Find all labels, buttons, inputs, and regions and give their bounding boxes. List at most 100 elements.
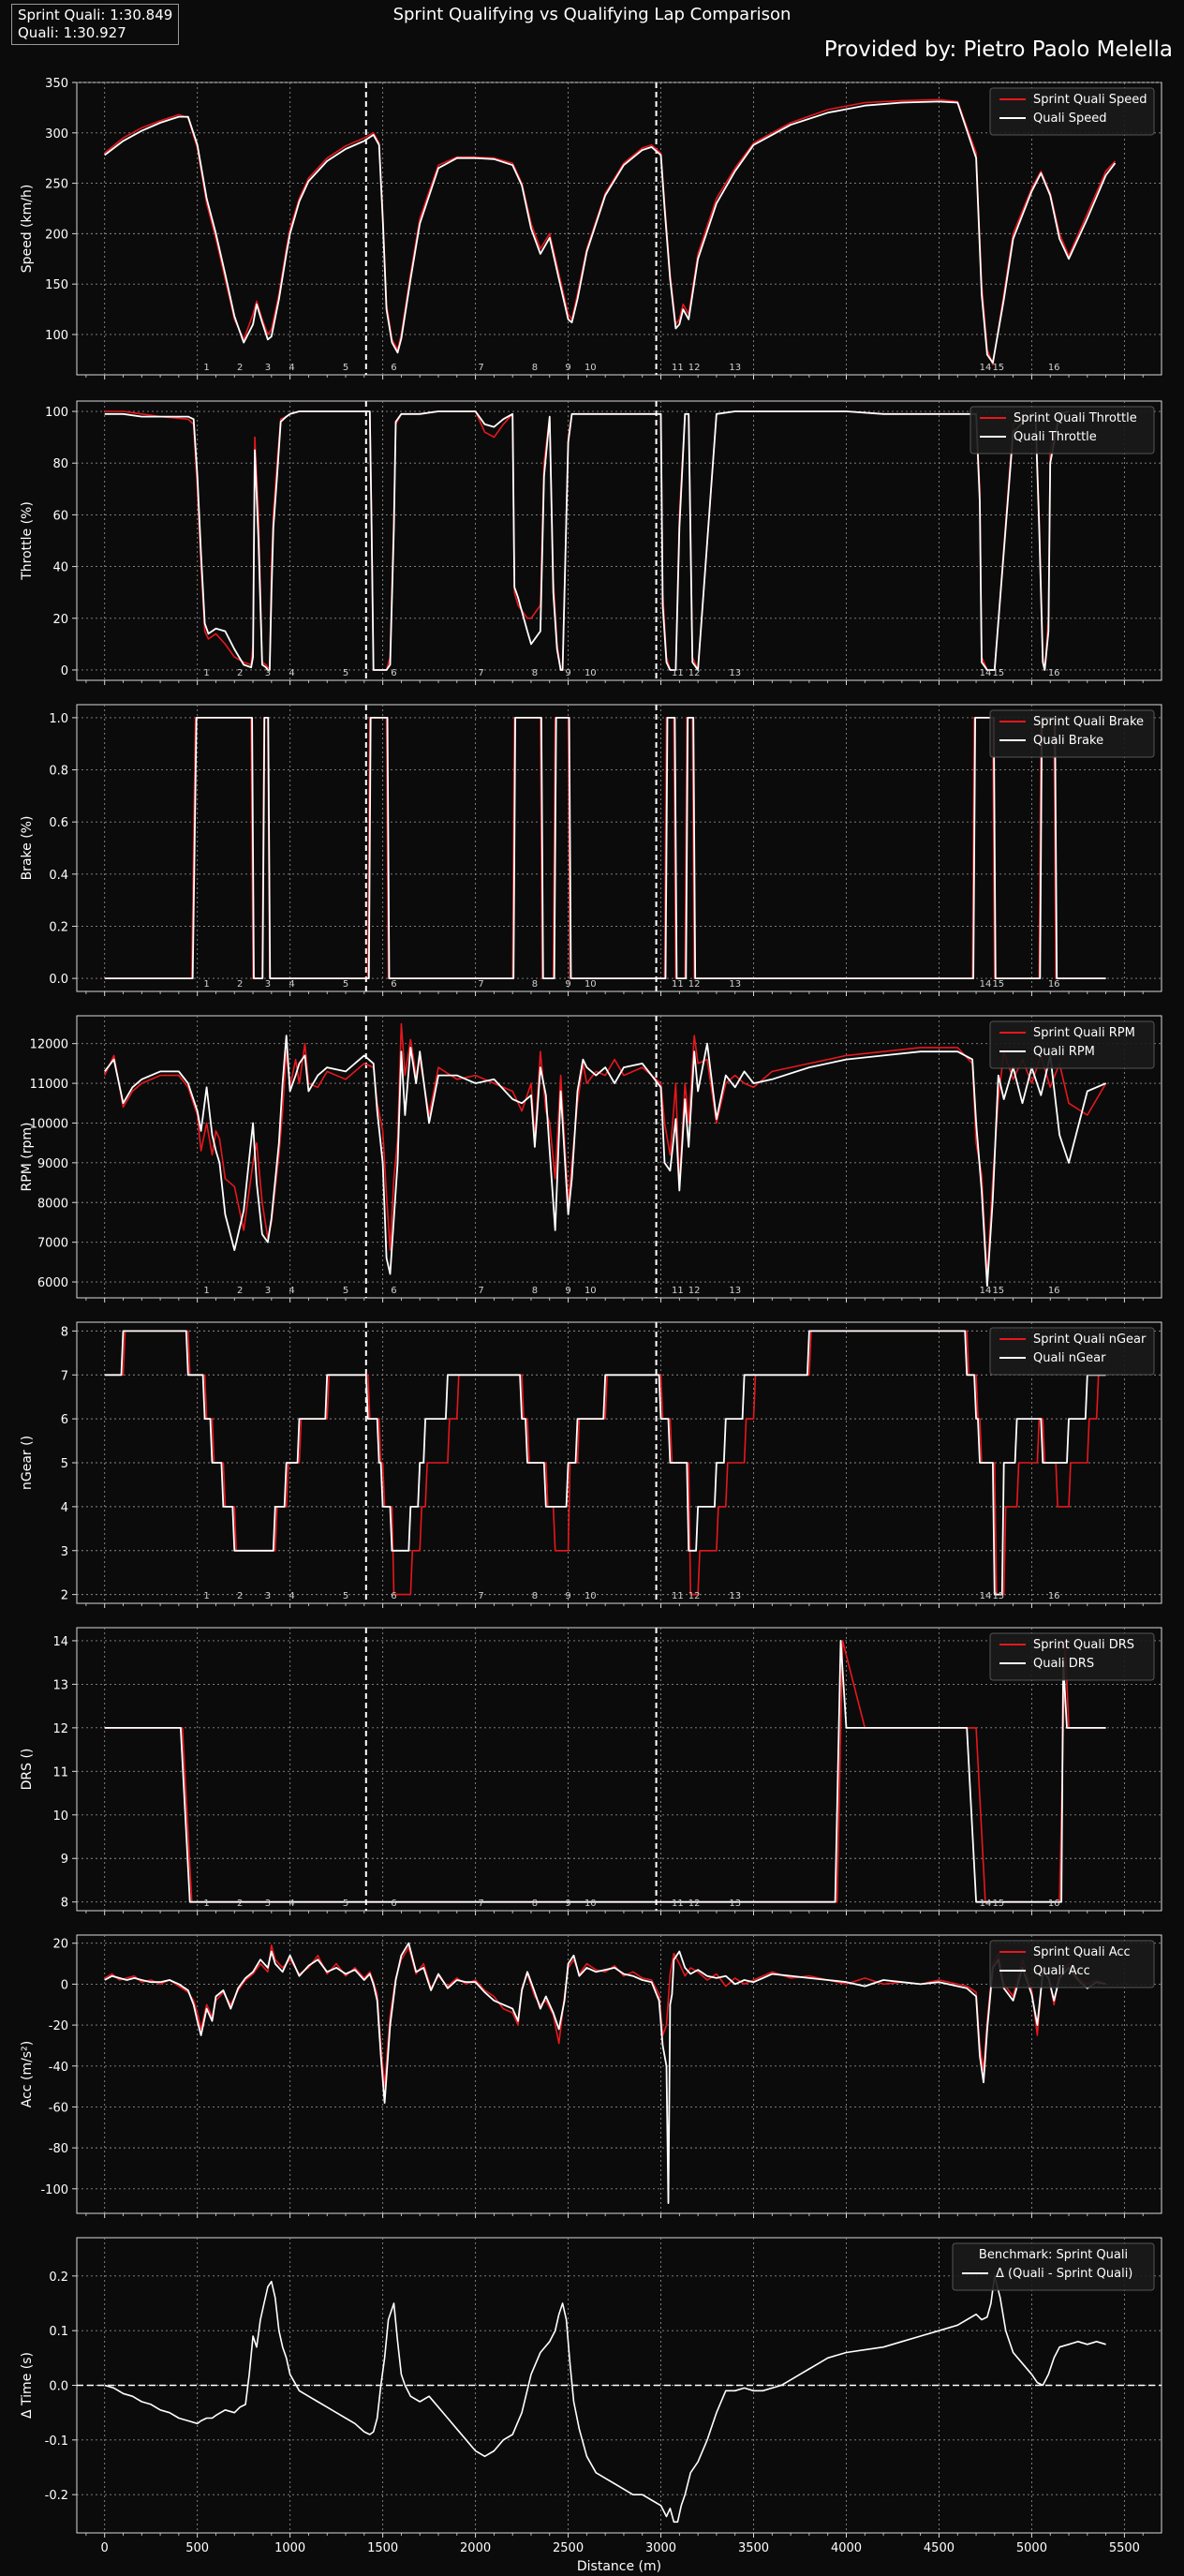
legend: Sprint Quali Throttle Quali Throttle xyxy=(969,406,1155,454)
y-axis-label: DRS () xyxy=(20,1749,35,1791)
corner-label: 16 xyxy=(1048,1591,1060,1601)
corner-label: 6 xyxy=(391,363,396,373)
x-axis-label: Distance (m) xyxy=(577,2559,661,2574)
y-tick-label: 11000 xyxy=(30,1078,68,1092)
corner-label: 7 xyxy=(478,668,483,678)
y-tick-label: 0.6 xyxy=(49,816,68,830)
y-axis-label: Δ Time (s) xyxy=(20,2352,35,2419)
series-line-quali xyxy=(104,410,1070,671)
y-tick-label: 100 xyxy=(45,406,68,420)
corner-label: 4 xyxy=(289,668,294,678)
corner-label: 13 xyxy=(729,1591,741,1601)
corner-label: 9 xyxy=(565,1286,570,1296)
corner-label: 3 xyxy=(265,1286,271,1296)
axes-frame xyxy=(76,1627,1162,1912)
y-tick-label: 150 xyxy=(45,278,68,292)
corner-label: 15 xyxy=(992,363,1004,373)
corner-label: 3 xyxy=(265,1898,271,1909)
corner-label: 4 xyxy=(289,1591,294,1601)
panel-delta: 0 500 1000 1500 2000 2500 3000 3500 4000 4500 5000… xyxy=(20,2237,1162,2574)
y-axis-label: RPM (rpm) xyxy=(20,1123,35,1192)
y-tick-label: 10 xyxy=(52,1809,68,1824)
corner-label: 6 xyxy=(391,668,396,678)
x-tick-label: 0 xyxy=(101,2541,109,2555)
y-axis-label: Acc (m/s²) xyxy=(20,2041,35,2107)
legend-box xyxy=(969,406,1155,454)
legend-entry: Sprint Quali DRS xyxy=(1033,1638,1134,1652)
series-line-quali xyxy=(103,1035,1106,1288)
corner-label: 10 xyxy=(585,979,597,990)
corner-label: 5 xyxy=(343,1898,348,1909)
y-tick-label: -80 xyxy=(49,2142,68,2156)
corner-label: 2 xyxy=(237,1591,243,1601)
lap-times-box: Sprint Quali: 1:30.849 Quali: 1:30.927 xyxy=(11,4,180,45)
corner-label: 6 xyxy=(391,1898,396,1909)
credit-text: Provided by: Pietro Paolo Melella xyxy=(823,37,1173,62)
legend-box xyxy=(989,1940,1155,1988)
x-tick-label: 1500 xyxy=(367,2541,398,2555)
legend-entry: Sprint Quali nGear xyxy=(1033,1333,1147,1347)
corner-label: 14 xyxy=(980,1286,992,1296)
axes-frame xyxy=(76,704,1162,992)
series-line-sprint xyxy=(104,1944,1106,2088)
corner-label: 1 xyxy=(203,1286,209,1296)
corner-label: 9 xyxy=(565,979,570,990)
corner-label: 10 xyxy=(585,1591,597,1601)
y-tick-label: 1.0 xyxy=(49,712,68,726)
x-tick-label: 5000 xyxy=(1016,2541,1047,2555)
x-tick-label: 2500 xyxy=(553,2541,584,2555)
x-tick-label: 500 xyxy=(185,2541,209,2555)
legend-entry: Sprint Quali RPM xyxy=(1033,1026,1135,1040)
y-tick-label: 0.4 xyxy=(49,869,68,883)
corner-label: 14 xyxy=(980,1898,992,1909)
legend-entry: Quali Throttle xyxy=(1014,430,1097,444)
y-tick-label: 0 xyxy=(61,664,68,678)
y-tick-label: 0.1 xyxy=(49,2325,68,2339)
y-tick-label: 0.2 xyxy=(49,920,68,934)
corner-label: 16 xyxy=(1048,668,1060,678)
y-tick-label: 20 xyxy=(52,1938,68,1952)
legend-entry: Quali nGear xyxy=(1033,1351,1106,1365)
axes-frame xyxy=(76,82,1162,376)
y-tick-label: 12 xyxy=(52,1722,68,1736)
corner-label: 3 xyxy=(265,1591,271,1601)
y-tick-label: -100 xyxy=(40,2183,68,2197)
series-line-quali xyxy=(104,1330,1106,1596)
y-tick-label: 10000 xyxy=(30,1117,68,1131)
legend-entry: Quali Brake xyxy=(1033,734,1103,748)
y-axis-label: nGear () xyxy=(20,1436,35,1490)
corner-label: 16 xyxy=(1048,979,1060,990)
corner-label: 12 xyxy=(688,1591,701,1601)
corner-label: 11 xyxy=(672,1898,684,1909)
legend-entry: Quali RPM xyxy=(1033,1045,1095,1059)
corner-label: 14 xyxy=(980,979,992,990)
legend-box xyxy=(989,87,1155,136)
x-tick-label: 5500 xyxy=(1109,2541,1140,2555)
corner-label: 13 xyxy=(729,363,741,373)
y-tick-label: 40 xyxy=(52,561,68,575)
corner-label: 15 xyxy=(992,1591,1004,1601)
series-line-quali xyxy=(104,1640,1106,1903)
y-tick-label: 0.0 xyxy=(49,973,68,987)
corner-label: 10 xyxy=(585,1898,597,1909)
corner-label: 2 xyxy=(237,1286,243,1296)
corner-label: 14 xyxy=(980,1591,992,1601)
corner-label: 7 xyxy=(478,979,483,990)
legend-entry: Quali DRS xyxy=(1033,1657,1094,1671)
y-tick-label: 8000 xyxy=(37,1197,68,1211)
corner-label: 4 xyxy=(289,1286,294,1296)
corner-label: 11 xyxy=(672,363,684,373)
corner-label: 15 xyxy=(992,1898,1004,1909)
corner-label: 5 xyxy=(343,1286,348,1296)
corner-label: 13 xyxy=(729,1898,741,1909)
corner-label: 16 xyxy=(1048,1898,1060,1909)
legend: Sprint Quali Brake Quali Brake xyxy=(989,709,1155,758)
y-tick-label: 250 xyxy=(45,178,68,192)
series-line-quali xyxy=(104,1942,1106,2205)
y-tick-label: 0 xyxy=(61,1978,68,1992)
corner-label: 10 xyxy=(585,363,597,373)
corner-label: 15 xyxy=(992,668,1004,678)
